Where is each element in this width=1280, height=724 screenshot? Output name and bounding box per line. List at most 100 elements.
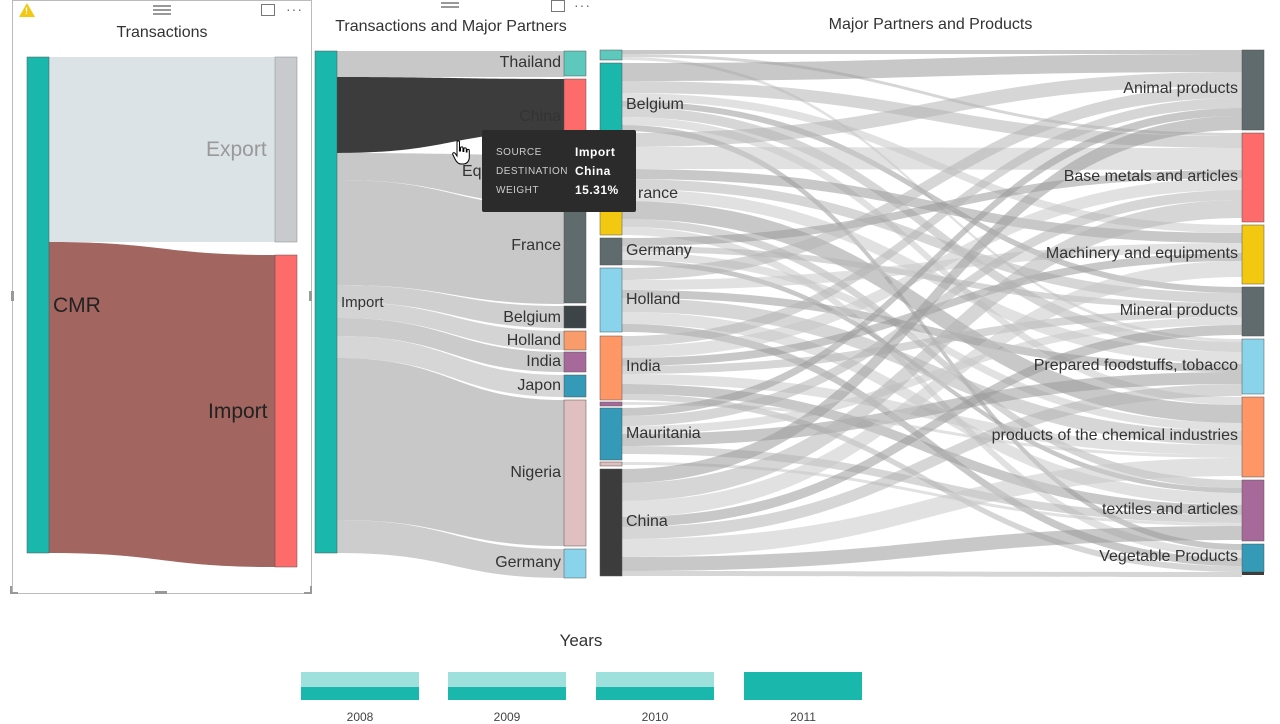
node-thailand[interactable] (563, 50, 587, 77)
product-flow[interactable] (622, 325, 1242, 527)
visual-title: Transactions and Major Partners (335, 18, 567, 35)
product-flow[interactable] (622, 147, 1242, 170)
product-flow[interactable] (622, 372, 1242, 446)
node-germany[interactable] (599, 237, 623, 266)
node-small-right[interactable] (1242, 572, 1264, 575)
node-chemical[interactable] (1241, 396, 1265, 478)
node-import[interactable] (314, 50, 338, 554)
product-flow[interactable] (622, 72, 1242, 147)
product-flow[interactable] (622, 108, 1242, 416)
resize-handle-bottom[interactable] (155, 591, 167, 594)
node-india[interactable] (563, 351, 587, 373)
flow-import-holland[interactable] (337, 302, 564, 350)
node-base-metals[interactable] (1241, 132, 1265, 223)
product-flow[interactable] (622, 462, 1242, 526)
product-flow[interactable] (622, 571, 1242, 577)
node-mauritania[interactable] (599, 407, 623, 461)
label-mineral: Mineral products (1119, 302, 1238, 319)
year-button-2010[interactable] (596, 672, 714, 700)
more-options-icon[interactable]: ··· (574, 0, 591, 13)
label-holland: Holland (506, 332, 561, 349)
product-flow[interactable] (622, 384, 1242, 515)
node-mineral[interactable] (1241, 286, 1265, 337)
flow-import-china[interactable] (337, 77, 564, 153)
node-belgium[interactable] (563, 305, 587, 329)
product-flow[interactable] (622, 54, 1242, 81)
product-flow[interactable] (622, 54, 1242, 136)
product-flow[interactable] (622, 200, 1242, 501)
product-flow[interactable] (622, 446, 1242, 523)
node-holland[interactable] (563, 330, 587, 351)
warning-icon[interactable] (19, 3, 35, 17)
node-holland[interactable] (599, 267, 623, 333)
product-flow[interactable] (622, 107, 1242, 352)
node-machinery[interactable] (1241, 224, 1265, 285)
node-cmr[interactable] (26, 56, 50, 554)
node-import[interactable] (274, 254, 298, 568)
node-small-1[interactable] (599, 401, 623, 407)
product-flow[interactable] (622, 116, 1242, 483)
flow-import-nigeria[interactable] (337, 358, 564, 546)
year-button-2008[interactable] (301, 672, 419, 700)
tooltip-source-value: Import (575, 145, 616, 159)
year-bar-unselected (448, 672, 566, 687)
product-flow[interactable] (622, 246, 1242, 309)
focus-mode-icon[interactable] (261, 4, 275, 16)
product-flow[interactable] (622, 178, 1242, 358)
product-flow[interactable] (622, 50, 1242, 54)
resize-handle-right[interactable] (309, 291, 312, 301)
partners-visual[interactable]: ··· Transactions and Major Partners Impo… (313, 0, 600, 594)
tooltip-weight-key: WEIGHT (496, 185, 539, 196)
node-belgium[interactable] (599, 62, 623, 132)
node-china[interactable] (599, 468, 623, 577)
flow-import-belgium[interactable] (337, 285, 564, 328)
product-flow[interactable] (622, 179, 1242, 303)
product-flow[interactable] (622, 384, 1242, 539)
node-textiles[interactable] (1241, 479, 1265, 542)
flow-import-thailand[interactable] (337, 51, 564, 77)
product-flow[interactable] (622, 458, 1242, 557)
year-bar-selected (448, 687, 566, 700)
flow-cmr-export[interactable] (49, 57, 275, 242)
node-small-2[interactable] (599, 461, 623, 467)
resize-handle-br[interactable] (304, 586, 312, 594)
product-flow[interactable] (622, 190, 1242, 426)
flow-import-germany[interactable] (337, 520, 564, 578)
drag-handle-icon[interactable] (153, 5, 171, 15)
resize-handle-bl[interactable] (10, 586, 18, 594)
product-flow[interactable] (622, 290, 1242, 372)
label-animal-products: Animal products (1123, 80, 1238, 97)
node-vegetable[interactable] (1241, 543, 1265, 573)
product-flow[interactable] (622, 86, 1242, 280)
label-textiles: textiles and articles (1101, 501, 1238, 518)
node-india[interactable] (599, 335, 623, 401)
year-button-2009[interactable] (448, 672, 566, 700)
node-japon[interactable] (563, 374, 587, 398)
label-belgium: Belgium (626, 96, 684, 113)
more-options-icon[interactable]: ··· (286, 1, 303, 17)
node-germany[interactable] (563, 548, 587, 579)
node-animal-products[interactable] (1241, 49, 1265, 131)
product-flow[interactable] (622, 317, 1242, 434)
product-flow[interactable] (622, 170, 1242, 246)
node-france[interactable] (563, 206, 587, 304)
drag-handle-icon[interactable] (441, 2, 459, 8)
products-visual[interactable]: Major Partners and Products Belgium ranc… (598, 0, 1268, 594)
transactions-visual[interactable]: ! ··· Transactions CMR Export Import (10, 0, 312, 594)
node-export[interactable] (274, 56, 298, 243)
node-thailand-top[interactable] (599, 49, 623, 61)
flow-import-india[interactable] (337, 318, 564, 372)
product-flow[interactable] (622, 526, 1242, 571)
focus-mode-icon[interactable] (551, 0, 565, 12)
node-nigeria[interactable] (563, 399, 587, 547)
node-prepared-foodstuffs[interactable] (1241, 338, 1265, 395)
year-button-2011[interactable] (744, 672, 862, 700)
year-bar-selected (744, 672, 862, 700)
product-flow[interactable] (622, 101, 1242, 293)
flow-cmr-import[interactable] (49, 242, 275, 567)
resize-handle-left[interactable] (11, 291, 14, 301)
product-flow[interactable] (622, 261, 1242, 517)
product-flow[interactable] (622, 98, 1242, 346)
node-china[interactable] (563, 78, 587, 132)
flow-import-japon[interactable] (337, 336, 564, 397)
